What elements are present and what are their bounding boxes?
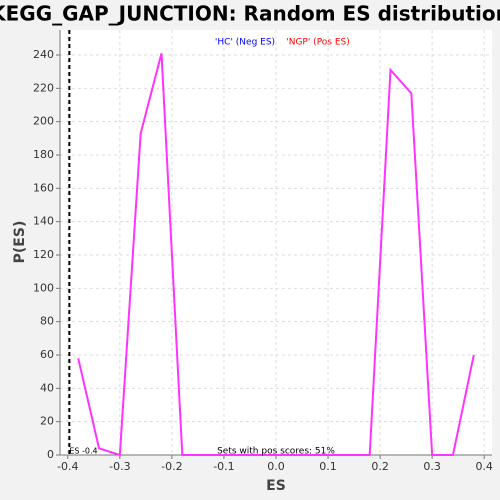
x-tick-label: 0.0	[267, 460, 285, 473]
annotation: 'NGP' (Pos ES)	[286, 38, 350, 48]
x-tick-label: 0.4	[475, 460, 493, 473]
y-tick-label: 20	[40, 415, 54, 428]
annotation: 'HC' (Neg ES)	[215, 38, 275, 48]
annotation: Sets with pos scores: 51%	[217, 447, 335, 457]
x-tick-label: -0.3	[109, 460, 130, 473]
y-tick-label: 120	[33, 248, 54, 261]
observed-es-label: ES -0.4	[69, 447, 97, 456]
chart-title: KEGG_GAP_JUNCTION: Random ES distributio…	[0, 2, 500, 26]
y-axis-label: P(ES)	[12, 221, 28, 264]
y-tick-label: 0	[47, 448, 54, 461]
distribution-line	[77, 53, 475, 457]
x-tick-label: 0.3	[423, 460, 441, 473]
x-tick-label: 0.2	[371, 460, 389, 473]
x-axis-label: ES	[266, 478, 286, 494]
y-tick-label: 60	[40, 348, 54, 361]
y-tick-label: 80	[40, 315, 54, 328]
y-tick-label: 240	[33, 48, 54, 61]
y-tick-label: 140	[33, 215, 54, 228]
y-tick-label: 100	[33, 281, 54, 294]
x-tick-label: -0.1	[213, 460, 234, 473]
x-tick-label: 0.1	[319, 460, 337, 473]
x-tick-label: -0.2	[161, 460, 182, 473]
x-tick-label: -0.4	[57, 460, 78, 473]
y-tick-label: 200	[33, 115, 54, 128]
y-tick-label: 160	[33, 181, 54, 194]
y-tick-label: 40	[40, 381, 54, 394]
y-tick-label: 180	[33, 148, 54, 161]
y-tick-label: 220	[33, 81, 54, 94]
